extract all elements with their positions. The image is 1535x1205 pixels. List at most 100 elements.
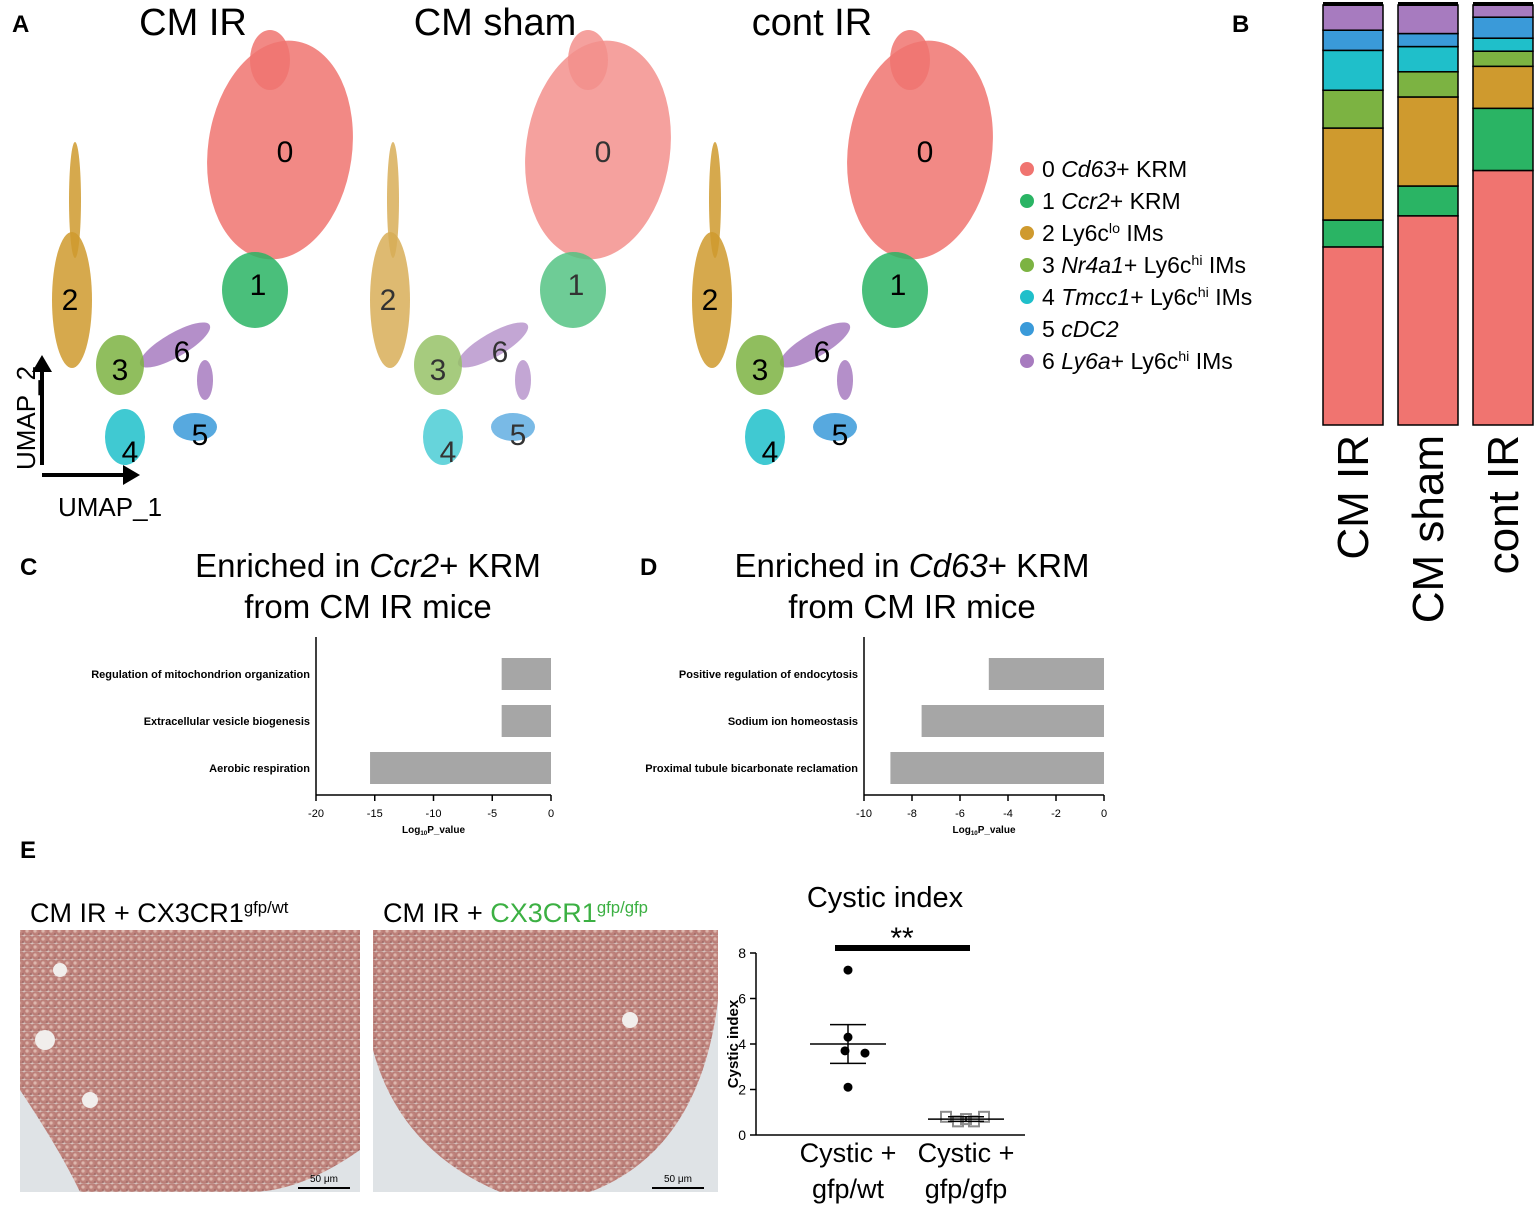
- histology-image: [373, 930, 718, 1192]
- y-axis-label: Cystic index: [725, 999, 742, 1088]
- legend-swatch: [1020, 194, 1034, 208]
- cluster-label: 2: [62, 284, 79, 317]
- cluster-label: 4: [440, 436, 457, 469]
- legend-swatch: [1020, 290, 1034, 304]
- text-part: Cd63: [1061, 156, 1116, 182]
- text-part: Log: [952, 825, 970, 836]
- cluster-cloud: [139, 322, 211, 368]
- cluster-cloud: [457, 322, 529, 368]
- cluster-cloud: [222, 252, 288, 328]
- bar: [921, 705, 1104, 737]
- cluster-cloud: [890, 30, 930, 90]
- text-part: + Ly6c: [1130, 284, 1198, 310]
- cluster-cloud: [515, 360, 531, 400]
- text-part: 5: [1042, 316, 1061, 342]
- bar-segment: [1322, 127, 1384, 221]
- cluster-cloud: [207, 40, 353, 260]
- umap-plot: 0 1 2 3 4 5 6: [692, 30, 993, 469]
- data-point: [860, 1048, 870, 1058]
- y-tick-label: Aerobic respiration: [209, 763, 310, 775]
- text-part: hi: [1198, 285, 1209, 301]
- bar-top: [1323, 2, 1383, 6]
- image-title: CM IR + CX3CR1gfp/gfp: [383, 898, 648, 928]
- image-title: CM IR + CX3CR1gfp/wt: [30, 898, 289, 928]
- bar: [501, 705, 551, 737]
- y-tick-label: 6: [738, 991, 746, 1007]
- cluster-label: 0: [917, 136, 934, 169]
- text-part: + KRM: [439, 547, 541, 584]
- bar-segment: [1322, 246, 1384, 426]
- cluster-cloud: [173, 413, 217, 441]
- bar-segment: [1397, 96, 1459, 187]
- chart-title: Enriched in Ccr2+ KRM: [195, 547, 541, 584]
- cluster-label: 1: [250, 269, 267, 302]
- x-tick-label: -6: [955, 808, 965, 820]
- bar: [988, 658, 1104, 690]
- text-part: 10: [971, 830, 978, 837]
- cluster-label: 4: [762, 436, 779, 469]
- text-part: cDC2: [1061, 316, 1119, 342]
- text-part: P_value: [978, 825, 1016, 836]
- legend-label: 1 Ccr2+ KRM: [1042, 188, 1181, 214]
- umap-plot: 0 1 2 3 4 5 6: [52, 30, 353, 469]
- x-axis-label: Log10P_value: [952, 825, 1015, 837]
- arrow-head: [32, 355, 52, 372]
- umap-plot: 0 1 2 3 4 5 6: [370, 30, 671, 469]
- text-part: from CM IR mice: [244, 588, 492, 625]
- text-part: Cd63: [909, 547, 989, 584]
- y-tick-label: 0: [738, 1127, 746, 1143]
- x-tick-label: -5: [487, 808, 497, 820]
- cluster-label: 3: [430, 354, 447, 387]
- x-tick-label: 0: [548, 808, 554, 820]
- x-tick-label: -4: [1003, 808, 1013, 820]
- bar-top: [1398, 2, 1458, 6]
- data-point: [843, 1082, 853, 1092]
- x-tick-label: CM IR: [1329, 435, 1378, 560]
- chart-title: from CM IR mice: [788, 588, 1036, 625]
- scale-bar-label: 50 μm: [664, 1174, 692, 1185]
- legend-label: 5 cDC2: [1042, 316, 1119, 342]
- text-part: Ly6a: [1061, 348, 1110, 374]
- cluster-cloud: [779, 322, 851, 368]
- x-tick-label: -10: [426, 808, 442, 820]
- text-part: hi: [1178, 349, 1189, 365]
- chart-title: Cystic index: [807, 882, 964, 914]
- bar-segment: [1322, 4, 1384, 31]
- cluster-label: 1: [890, 269, 907, 302]
- text-part: IMs: [1189, 348, 1232, 374]
- cluster-cloud: [370, 232, 410, 368]
- cluster-label: 2: [702, 284, 719, 317]
- y-tick-label: 8: [738, 945, 746, 961]
- umap-title: CM IR: [139, 2, 247, 44]
- text-part: Log: [402, 825, 420, 836]
- x-axis-label: Log10P_value: [402, 825, 465, 837]
- bar: [890, 752, 1104, 784]
- x-tick-label: Cystic +: [918, 1138, 1015, 1168]
- umap-title: CM sham: [414, 2, 577, 44]
- legend-swatch: [1020, 162, 1034, 176]
- bar-segment: [1397, 185, 1459, 217]
- bar-segment: [1397, 215, 1459, 426]
- text-part: Enriched in: [735, 547, 909, 584]
- legend-swatch: [1020, 354, 1034, 368]
- text-part: + Ly6c: [1111, 348, 1179, 374]
- panel-label: A: [12, 11, 29, 38]
- bar-segment: [1397, 32, 1459, 48]
- chart-title: Enriched in Cd63+ KRM: [735, 547, 1090, 584]
- legend-label: 0 Cd63+ KRM: [1042, 156, 1187, 182]
- text-part: CM IR +: [383, 898, 490, 928]
- cluster-label: 6: [492, 336, 509, 369]
- y-tick-label: Proximal tubule bicarbonate reclamation: [645, 763, 858, 775]
- bar-segment: [1322, 219, 1384, 248]
- panel-label: B: [1232, 11, 1249, 38]
- cluster-cloud: [837, 360, 853, 400]
- scale-bar-label: 50 μm: [310, 1174, 338, 1185]
- bar-segment: [1472, 65, 1534, 110]
- y-tick-label: 4: [738, 1036, 746, 1052]
- text-part: + Ly6c: [1124, 252, 1192, 278]
- x-tick-label: gfp/wt: [812, 1174, 885, 1204]
- text-part: 6: [1042, 348, 1061, 374]
- text-part: from CM IR mice: [788, 588, 1036, 625]
- cluster-label: 4: [122, 436, 139, 469]
